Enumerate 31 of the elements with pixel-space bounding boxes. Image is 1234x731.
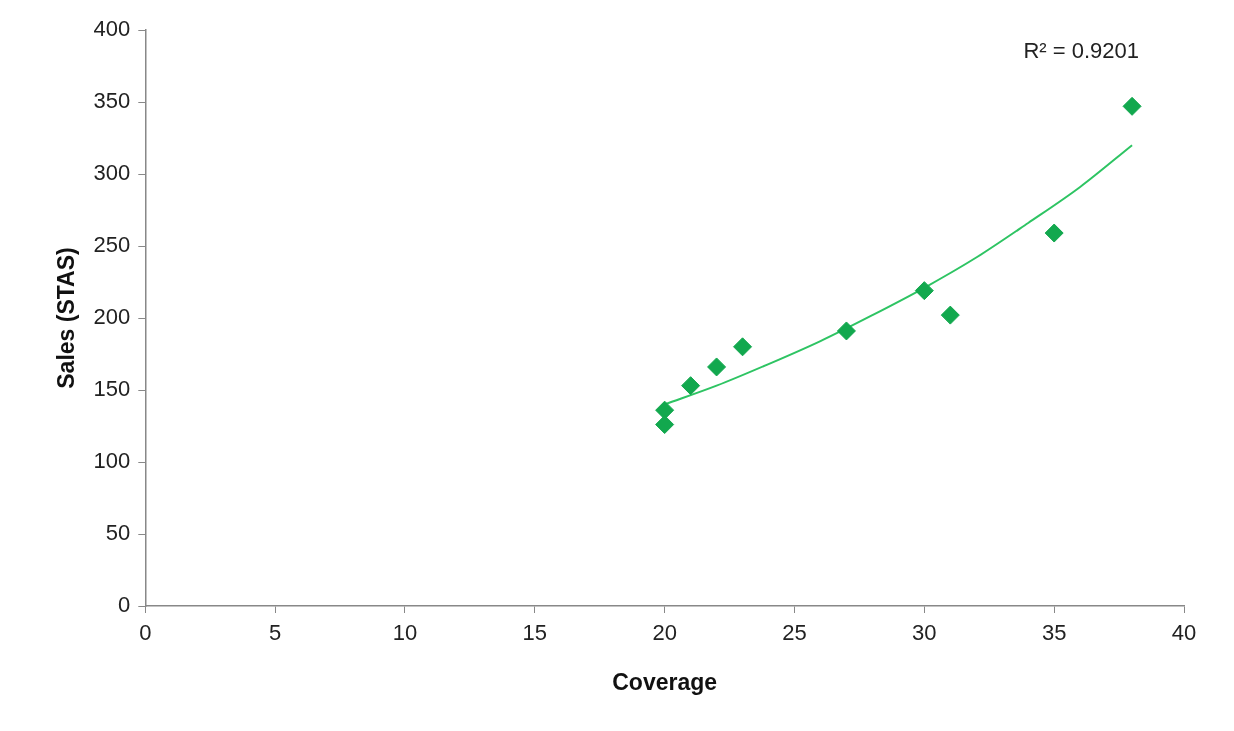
y-tick-label: 100 xyxy=(93,448,131,474)
y-tick-label: 200 xyxy=(93,304,131,330)
x-tick-label: 40 xyxy=(1171,620,1197,646)
y-axis-title: Sales (STAS) xyxy=(53,247,80,389)
point xyxy=(707,357,727,377)
y-tick-label: 300 xyxy=(93,160,131,186)
point xyxy=(836,321,856,341)
point xyxy=(914,281,934,301)
y-tick-label: 350 xyxy=(93,88,131,114)
x-tick-label: 25 xyxy=(782,620,807,646)
y-tick-label: 50 xyxy=(105,520,131,546)
y-tick-label: 250 xyxy=(93,232,131,258)
x-tick-label: 10 xyxy=(392,620,418,646)
x-axis-title: Coverage xyxy=(612,668,718,695)
point xyxy=(1044,223,1064,243)
x-tick-label: 30 xyxy=(912,620,937,646)
point xyxy=(655,400,675,420)
y-tick-label: 150 xyxy=(93,376,131,402)
y-tick-label: 0 xyxy=(118,592,131,618)
x-tick-label: 5 xyxy=(269,620,282,646)
point xyxy=(1122,96,1142,116)
point xyxy=(655,415,675,435)
x-tick-label: 35 xyxy=(1041,620,1067,646)
annotation: R² = 0.9201 xyxy=(1023,38,1139,64)
point xyxy=(940,305,960,325)
point xyxy=(681,376,701,396)
x-tick-label: 15 xyxy=(522,620,548,646)
x-tick-label: 0 xyxy=(139,620,152,646)
x-tick-label: 20 xyxy=(652,620,677,646)
point xyxy=(733,337,753,357)
y-tick-label: 400 xyxy=(93,16,131,42)
